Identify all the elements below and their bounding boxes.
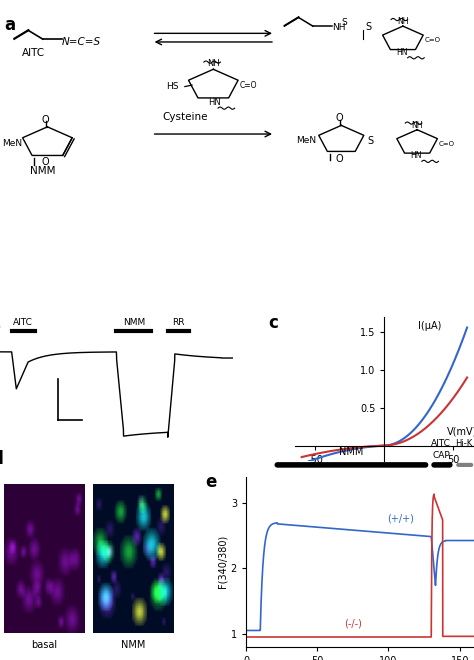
Text: (-/-): (-/-) bbox=[344, 618, 362, 628]
Text: Hi-K: Hi-K bbox=[456, 439, 473, 448]
Text: S: S bbox=[365, 22, 371, 32]
Text: O: O bbox=[335, 154, 343, 164]
Text: Cysteine: Cysteine bbox=[162, 112, 208, 121]
Text: C=O: C=O bbox=[424, 37, 440, 43]
Text: NH: NH bbox=[411, 121, 423, 130]
Text: MeN: MeN bbox=[296, 136, 316, 145]
Text: NH: NH bbox=[332, 23, 345, 32]
Text: (+/+): (+/+) bbox=[387, 513, 414, 523]
Text: e: e bbox=[205, 473, 216, 492]
Text: S: S bbox=[341, 18, 347, 26]
Text: N=C=S: N=C=S bbox=[62, 37, 101, 47]
Text: NMM: NMM bbox=[339, 447, 364, 457]
Text: O: O bbox=[41, 157, 49, 167]
Text: C=O: C=O bbox=[438, 141, 455, 147]
Text: C=O: C=O bbox=[239, 81, 257, 90]
Text: I(μA): I(μA) bbox=[418, 321, 441, 331]
Text: NMM: NMM bbox=[123, 318, 145, 327]
Text: NMM: NMM bbox=[121, 640, 146, 650]
Text: O: O bbox=[41, 115, 49, 125]
Text: O: O bbox=[335, 113, 343, 123]
Text: HN: HN bbox=[209, 98, 221, 108]
Text: NH: NH bbox=[207, 59, 219, 69]
Text: basal: basal bbox=[31, 640, 57, 650]
Text: V(mV): V(mV) bbox=[447, 427, 474, 437]
Text: CAP: CAP bbox=[432, 451, 450, 460]
Text: HN: HN bbox=[410, 152, 421, 160]
Text: RR: RR bbox=[172, 318, 184, 327]
Text: HS: HS bbox=[166, 82, 178, 92]
Y-axis label: F(340/380): F(340/380) bbox=[218, 535, 228, 589]
Text: HN: HN bbox=[396, 48, 407, 57]
Text: NMM: NMM bbox=[30, 166, 55, 176]
Text: AITC: AITC bbox=[22, 48, 45, 58]
Text: S: S bbox=[367, 136, 374, 146]
Text: d: d bbox=[0, 450, 3, 469]
Text: MeN: MeN bbox=[2, 139, 22, 148]
Text: NH: NH bbox=[397, 17, 409, 26]
Text: AITC: AITC bbox=[431, 439, 451, 448]
Text: a: a bbox=[5, 16, 16, 34]
Text: c: c bbox=[268, 314, 278, 332]
Text: AITC: AITC bbox=[13, 318, 33, 327]
